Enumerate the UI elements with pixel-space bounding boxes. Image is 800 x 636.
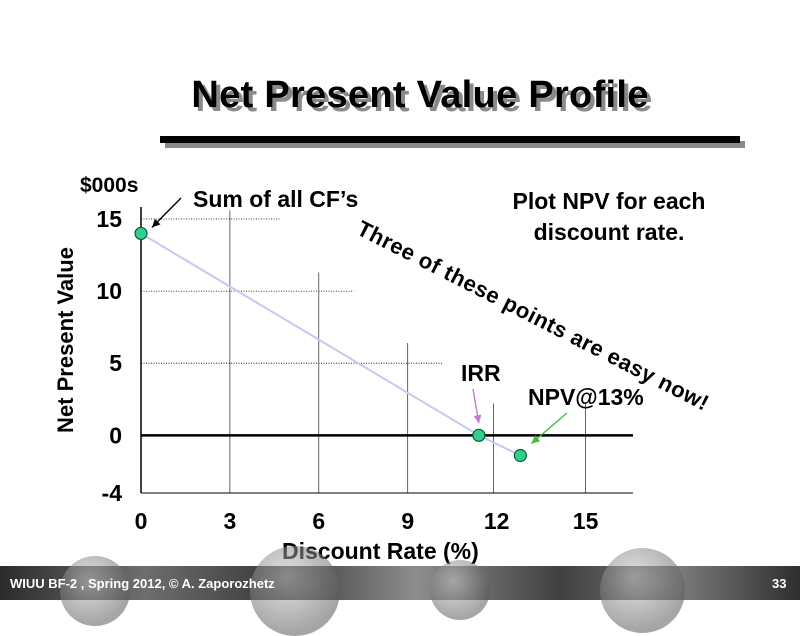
npv-chart: 0 3 6 9 12 15 15 10 5 0 -4 — [96, 197, 633, 534]
y-tick-label: -4 — [102, 480, 123, 506]
y-tick-label: 0 — [109, 422, 122, 448]
x-tick-label: 15 — [573, 508, 599, 534]
title-underline — [160, 136, 740, 143]
npv-series — [134, 226, 527, 463]
x-tick-label: 3 — [224, 508, 237, 534]
npv-arrow-head — [531, 435, 541, 444]
y-unit-label: $000s — [80, 174, 139, 197]
irr-arrow-head — [473, 414, 482, 424]
chart-axes — [140, 207, 633, 494]
y-axis-label: Net Present Value — [53, 247, 78, 433]
tick-labels: 0 3 6 9 12 15 15 10 5 0 -4 — [96, 206, 598, 534]
x-tick-label: 9 — [401, 508, 414, 534]
gridlines — [141, 210, 586, 493]
x-tick-label: 12 — [484, 508, 510, 534]
npv-point-0 — [134, 226, 148, 241]
y-tick-label: 10 — [96, 278, 122, 304]
x-tick-label: 6 — [312, 508, 325, 534]
npv-13-annotation: NPV@13% — [528, 384, 644, 410]
x-tick-label: 0 — [135, 508, 148, 534]
y-tick-label: 5 — [109, 350, 122, 376]
annotation-arrows — [151, 197, 568, 445]
footer-text: WIUU BF-2 , Spring 2012, © A. Zaporozhet… — [10, 576, 275, 591]
npv-point-1 — [472, 428, 486, 442]
sum-cfs-arrow-head — [152, 218, 161, 228]
slide-title: Net Present Value Profile — [191, 74, 649, 116]
page-number: 33 — [772, 576, 787, 591]
sum-of-cfs-annotation: Sum of all CF’s — [193, 186, 359, 212]
irr-annotation: IRR — [461, 360, 501, 386]
y-tick-label: 15 — [96, 206, 122, 232]
npv-point-2 — [513, 448, 527, 463]
plot-npv-annotation: Plot NPV for each discount rate. — [512, 188, 706, 245]
